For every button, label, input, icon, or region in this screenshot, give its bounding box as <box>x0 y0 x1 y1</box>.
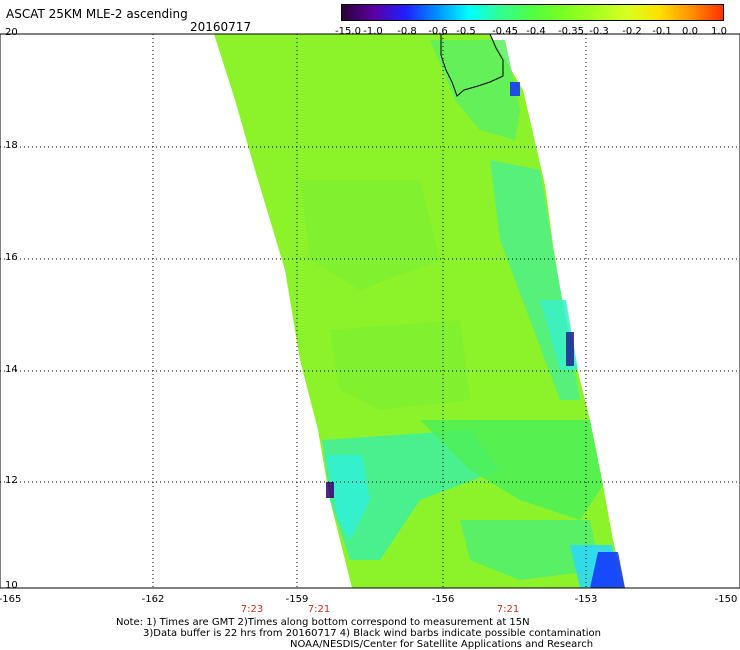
wind-cell-patch <box>322 430 500 560</box>
lat-label: 10 <box>5 580 18 591</box>
wind-cell-patch <box>460 520 600 580</box>
lon-label: -159 <box>285 594 309 605</box>
lat-label: 18 <box>5 140 18 151</box>
colorbar-tick: -0.4 <box>526 26 546 37</box>
colorbar-tick: -0.1 <box>652 26 672 37</box>
wind-cell-patch <box>430 40 520 140</box>
time-label: 7:21 <box>496 604 520 615</box>
lon-label: -150 <box>714 594 738 605</box>
colorbar-tick: -0.8 <box>397 26 417 37</box>
note-line-3: NOAA/NESDIS/Center for Satellite Applica… <box>290 639 594 650</box>
wind-cell-patch <box>330 320 470 410</box>
colorbar-tick: -1.0 <box>363 26 383 37</box>
wind-cell-patch <box>566 332 574 366</box>
colorbar-tick: 0.0 <box>682 26 698 37</box>
time-label: 7:21 <box>307 604 331 615</box>
wind-cell-patch <box>326 482 334 498</box>
note-line-1: Note: 1) Times are GMT 2)Times along bot… <box>116 617 530 628</box>
lat-label: 14 <box>5 364 18 375</box>
wind-cell-patch <box>300 180 440 290</box>
ascat-swath <box>214 34 625 588</box>
product-title: ASCAT 25KM MLE-2 ascending <box>6 7 188 21</box>
lon-label: -162 <box>141 594 165 605</box>
wind-cell-patch <box>590 552 625 588</box>
lat-label: 12 <box>5 475 18 486</box>
lat-label: 16 <box>5 252 18 263</box>
wind-cell-patch <box>510 82 520 96</box>
colorbar-tick: -0.3 <box>589 26 609 37</box>
colorbar-tick: -0.35 <box>558 26 584 37</box>
lat-label: 20 <box>5 27 18 38</box>
colorbar-tick: -0.45 <box>492 26 518 37</box>
time-label: 7:23 <box>240 604 264 615</box>
colorbar-tick: 1.0 <box>711 26 727 37</box>
colorbar-tick: -0.6 <box>428 26 448 37</box>
lon-label: -165 <box>0 594 22 605</box>
colorbar-tick: -0.5 <box>456 26 476 37</box>
lon-label: -156 <box>431 594 455 605</box>
lon-label: -153 <box>574 594 598 605</box>
product-date: 20160717 <box>190 20 252 34</box>
colorbar-tick: -0.2 <box>622 26 642 37</box>
note-line-2: 3)Data buffer is 22 hrs from 20160717 4)… <box>143 628 601 639</box>
island-coastline <box>440 33 504 97</box>
colorbar <box>341 4 724 21</box>
colorbar-tick: -15.0 <box>335 26 361 37</box>
map-frame <box>0 33 740 589</box>
wind-cell-patch <box>326 455 370 540</box>
wind-cell-patch <box>420 420 603 520</box>
